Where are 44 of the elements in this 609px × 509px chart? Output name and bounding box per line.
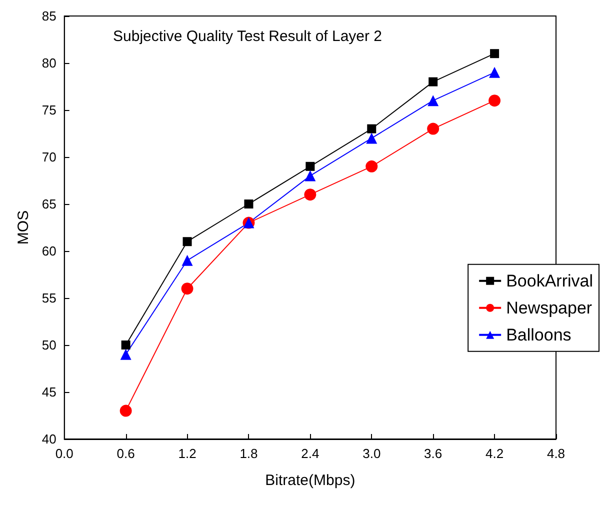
point: [304, 170, 316, 182]
y-tick-label: 65: [42, 196, 56, 212]
x-tick-label: 2.4: [301, 446, 320, 461]
y-tick-label: 80: [42, 56, 56, 70]
point: [120, 404, 132, 417]
y-tick-label: 75: [42, 102, 56, 118]
x-tick-label: 0.6: [116, 446, 135, 461]
point: [366, 132, 378, 144]
x-tick-label: 3.0: [362, 446, 381, 461]
point: [304, 188, 316, 201]
x-tick-label: 4.8: [546, 446, 566, 461]
point: [366, 160, 378, 172]
y-tick-label: 40: [42, 432, 56, 446]
point: [428, 77, 438, 86]
point: [181, 282, 194, 295]
y-tick-label: 60: [42, 244, 56, 258]
point: [428, 95, 439, 106]
x-tick-label: 4.2: [486, 446, 504, 461]
x-axis-title: Bitrate(Mbps): [265, 472, 356, 489]
y-tick-label: 55: [42, 290, 56, 306]
point: [489, 66, 500, 78]
y-tick-label: 45: [42, 384, 56, 400]
legend-label: Balloons: [506, 325, 572, 344]
point: [367, 124, 376, 134]
point: [244, 200, 254, 208]
y-tick-label: 50: [42, 338, 56, 352]
x-tick-label: 3.6: [424, 446, 442, 461]
point: [490, 49, 500, 58]
point: [306, 162, 315, 171]
y-tick-label: 85: [42, 8, 56, 24]
legend-label: Newspaper: [506, 298, 592, 318]
y-axis-title: MOS: [15, 210, 32, 245]
point: [120, 348, 132, 360]
x-tick-label: 1.2: [178, 446, 196, 461]
point: [488, 94, 501, 107]
y-tick-label: 70: [42, 150, 56, 164]
point: [121, 340, 130, 350]
point: [427, 122, 440, 135]
point: [182, 237, 192, 246]
x-tick-label: 0.0: [55, 446, 74, 461]
legend-label: BookArrival: [506, 271, 594, 290]
point: [182, 254, 193, 266]
x-tick-label: 1.8: [240, 446, 258, 461]
text: Subjective Quality Test Result of Layer 2: [113, 28, 382, 45]
